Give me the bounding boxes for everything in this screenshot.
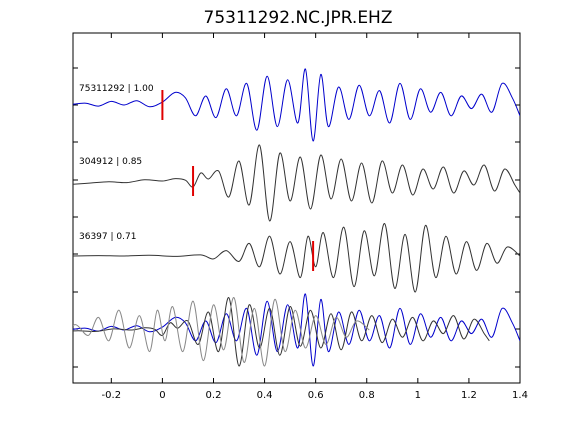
chart-title: 75311292.NC.JPR.EHZ xyxy=(204,8,393,28)
trace-1-label: 75311292 | 1.00 xyxy=(79,84,154,94)
x-tick-label: 1.4 xyxy=(512,390,528,401)
x-tick-label: -0.2 xyxy=(102,390,122,401)
trace-3-line xyxy=(73,223,520,293)
axis-ticks: -0.2 0 0.2 0.4 0.6 0.8 1 1.2 1.4 xyxy=(73,33,528,401)
x-tick-label: 1 xyxy=(415,390,421,401)
overlay-group xyxy=(73,293,520,367)
plot-frame xyxy=(72,32,521,384)
overlay-trace-1-line xyxy=(73,293,520,367)
overlay-trace-2-line xyxy=(73,297,490,367)
x-tick-label: 0 xyxy=(159,390,165,401)
x-tick-label: 0.8 xyxy=(359,390,375,401)
x-tick-label: 0.4 xyxy=(257,390,273,401)
trace-2-line xyxy=(73,144,520,222)
x-tick-label: 1.2 xyxy=(461,390,477,401)
trace-2-label: 304912 | 0.85 xyxy=(79,157,142,167)
x-tick-label: 0.2 xyxy=(206,390,222,401)
trace-3-label: 36397 | 0.71 xyxy=(79,232,136,242)
trace-1-line xyxy=(73,68,520,142)
x-tick-label: 0.6 xyxy=(308,390,324,401)
overlay-trace-3-line xyxy=(73,297,370,367)
trace-group: 75311292 | 1.00 304912 | 0.85 36397 | 0.71 xyxy=(73,68,520,293)
